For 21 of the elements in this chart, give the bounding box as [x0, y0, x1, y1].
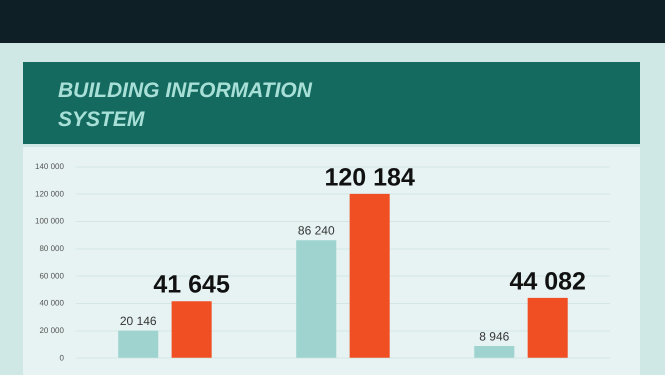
chart-title: BUILDING INFORMATION SYSTEM [58, 78, 314, 133]
y-tick-label: 140 000 [34, 162, 64, 172]
data-label: 20 146 [120, 314, 157, 328]
data-label: 120 184 [324, 163, 415, 192]
bar [350, 194, 390, 358]
y-tick-label: 100 000 [34, 216, 64, 226]
data-label: 8 946 [479, 329, 510, 344]
y-tick-label: 60 000 [39, 271, 64, 280]
bar [528, 298, 568, 358]
bar [474, 346, 514, 358]
bar [118, 330, 158, 358]
data-label: 86 240 [298, 224, 335, 238]
y-tick-label: 40 000 [39, 298, 64, 308]
bar [296, 240, 336, 358]
bar [172, 301, 212, 358]
data-label: 44 082 [509, 267, 586, 296]
y-tick-label: 20 000 [39, 326, 64, 336]
y-tick-label: 80 000 [39, 244, 64, 254]
data-label: 41 645 [153, 270, 230, 299]
y-tick-label: 0 [59, 353, 64, 362]
y-tick-label: 120 000 [34, 189, 64, 198]
